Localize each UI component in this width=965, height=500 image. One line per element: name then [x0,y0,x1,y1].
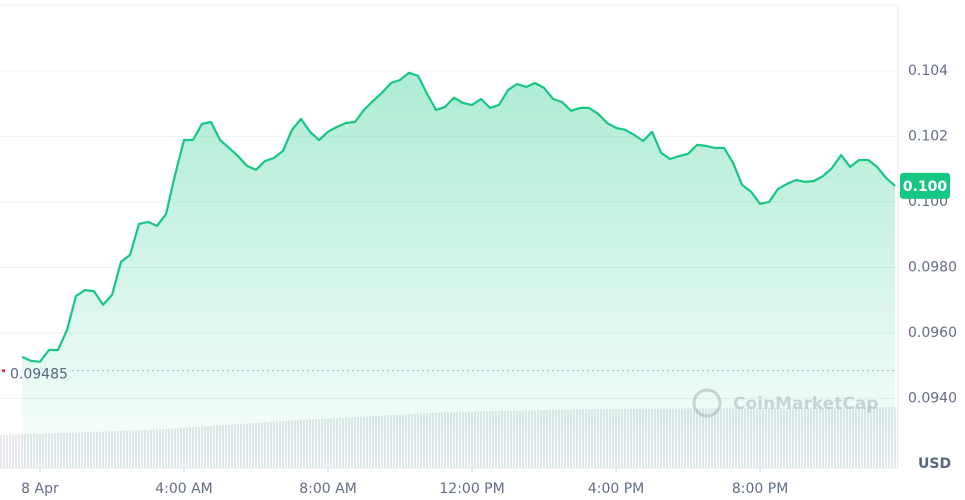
y-unit: USD [918,456,951,472]
plot [2,71,898,469]
watermark-logo [692,388,722,418]
y-tick-label: 0.104 [908,63,948,79]
open-price-marker [2,369,5,373]
y-tick-label: 0.0960 [908,325,957,341]
y-tick-label: 0.0980 [908,259,957,275]
x-tick-label: 8:00 AM [299,481,357,497]
x-tick-label: 4:00 PM [588,481,644,497]
last-price-badge [900,172,950,199]
price-line [21,71,896,363]
y-tick-label: 0.102 [908,128,948,144]
watermark-text: CoinMarketCap [733,394,878,414]
y-tick-label: 0.0940 [908,391,957,407]
open-price-label: 0.09485 [10,367,68,383]
x-tick-label: 4:00 AM [155,481,213,497]
x-tick-label: 12:00 PM [439,481,504,497]
x-tick-label: 8:00 PM [732,481,788,497]
price-area [22,72,896,469]
watermark: CoinMarketCap [692,388,878,418]
x-tick-label: 8 Apr [21,481,59,497]
last-price-label: 0.100 [903,179,948,195]
